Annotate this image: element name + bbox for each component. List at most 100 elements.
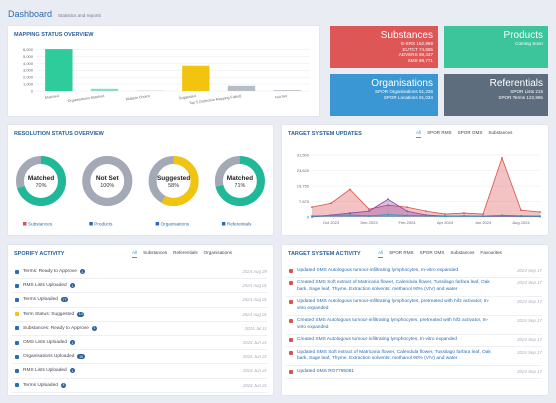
point: [482, 213, 484, 215]
x-tick-label: Apr 2024: [437, 220, 454, 225]
page-subtitle: Statistics and reports: [58, 13, 101, 18]
donut-value: 58%: [168, 183, 179, 189]
activity-date: 2024 Jun 21: [242, 368, 267, 374]
activity-row: Organisations Uploaded 19 2024 Jun 21: [12, 350, 267, 365]
point: [349, 214, 351, 216]
y-tick-label: 5,000: [23, 54, 34, 59]
point: [539, 211, 541, 213]
tab[interactable]: All: [416, 130, 422, 138]
donut-value: 71%: [234, 183, 245, 189]
donut-value: 100%: [100, 183, 114, 189]
x-tick-label: Matched: [45, 94, 59, 100]
tab[interactable]: Substances: [488, 130, 513, 135]
icon: [289, 300, 293, 305]
y-tick-label: 0: [31, 89, 34, 94]
point: [501, 214, 503, 217]
icon: [289, 350, 293, 355]
tab[interactable]: SPOR OMS: [457, 130, 483, 135]
point: [368, 210, 370, 212]
bar: [182, 65, 210, 91]
point: [520, 214, 522, 217]
tab[interactable]: Favourites: [480, 250, 502, 255]
x-tick-label: Multiple Choice: [125, 94, 150, 101]
activity-text: RMS Lists Uploaded: [23, 283, 67, 289]
donut-arc: [82, 156, 133, 206]
activity-date: 2024 Sep 17: [517, 318, 542, 324]
page-title: Dashboard: [8, 9, 53, 19]
count-badge: 1: [69, 283, 75, 289]
point: [463, 214, 465, 217]
tile: Substances G-SRS 152,969 EUTCT 74,665 ADVER…: [330, 26, 438, 68]
donut-arc: [16, 156, 66, 206]
activity-row: Terms: Ready to Approve 1 2024 Aug 29: [12, 265, 267, 280]
point: [444, 215, 446, 218]
x-tick-label: Jun 2024: [475, 220, 492, 225]
y-tick-label: 1,000: [23, 82, 34, 87]
tab[interactable]: All: [378, 250, 384, 258]
x-tick-label: Dec 2023: [360, 220, 378, 225]
activity-text: Terms Uploaded: [23, 297, 58, 303]
category-label: Referentials: [227, 222, 252, 227]
count-badge: 1: [69, 368, 75, 374]
x-tick-label: Organisations Matched: [67, 94, 104, 103]
icon: [289, 268, 293, 273]
point: [463, 212, 465, 214]
icon: [289, 369, 293, 374]
activity-date: 2024 Aug 01: [242, 283, 267, 289]
resolution-panel: RESOLUTION STATUS OVERVIEW Matched 70% Sub…: [8, 125, 273, 235]
bar: [227, 85, 256, 91]
tile: Products Coming Soon: [444, 26, 548, 68]
activity-row: Updated SMS Autologous tumour-infiltrati…: [286, 265, 542, 278]
tile-title: Substances: [380, 30, 433, 41]
activity-row: Terms Uploaded 4 2024 Jun 21: [12, 379, 267, 393]
icon: [15, 312, 19, 317]
tile: Organisations SPOR Organisations 51,236 SP…: [330, 74, 438, 116]
activity-text: Terms: Ready to Approve: [23, 269, 77, 275]
point: [539, 215, 541, 217]
tab[interactable]: SPOR RMS: [389, 250, 414, 255]
point: [330, 202, 332, 205]
icon: [15, 383, 19, 388]
activity-text: OMS Lists Uploaded: [23, 340, 67, 346]
point: [349, 212, 351, 214]
panel-title: TARGET SYSTEM ACTIVITY: [288, 251, 361, 257]
activity-text: Substances: Ready to Approve: [23, 325, 89, 331]
tile-title: Products: [503, 30, 543, 41]
count-badge: 4: [60, 382, 67, 388]
activity-text: Updated SMS Soft extract of Matricaria f…: [297, 349, 491, 362]
point: [501, 157, 503, 159]
tab[interactable]: Referentials: [173, 250, 198, 255]
donut-status: Suggested: [157, 175, 190, 182]
activity-date: 2024 Sep 17: [517, 349, 542, 355]
activity-text: Updated SMS Autologous tumour-infiltrati…: [297, 299, 490, 311]
tab[interactable]: Substances: [450, 250, 475, 255]
mapping-panel: MAPPING STATUS OVERVIEW 0 1,000 2,000 3,000…: [8, 26, 319, 116]
tab[interactable]: Substances: [143, 250, 168, 255]
tile-line: SPOR Lists 215: [510, 89, 543, 94]
activity-text: Created SMS Soft extract of Matricaria f…: [297, 280, 490, 292]
activity-date: 2024 Sep 17: [517, 299, 542, 305]
activity-row: Term Status: Suggested 14 2024 Aug 01: [12, 308, 267, 322]
updates-panel: TARGET SYSTEM UPDATES All SPOR RMS SPOR OM…: [282, 125, 548, 235]
point: [425, 210, 427, 212]
tab[interactable]: SPOR RMS: [427, 130, 452, 135]
donut-arc: [148, 156, 199, 206]
point: [520, 209, 522, 212]
activity-row: OMS Lists Uploaded 1 2024 Jun 21: [12, 336, 267, 351]
tab[interactable]: SPOR OMS: [419, 250, 445, 255]
icon: [289, 338, 293, 343]
activity-row: Updated SMS Autologous tumour-infiltrati…: [286, 297, 542, 316]
category-label: Organisations: [161, 222, 190, 227]
tile-line: ADVERS 69,437: [398, 52, 433, 58]
category-icon: [155, 222, 160, 226]
activity-panel: TARGET SYSTEM ACTIVITY All SPOR RMS SPOR O…: [282, 245, 548, 395]
tab[interactable]: Organisations: [203, 250, 232, 255]
y-tick-label: 15,750: [297, 184, 310, 189]
category-icon: [89, 222, 93, 226]
activity-row: Created SMS Autologous tumour-infiltrati…: [286, 335, 542, 348]
bar-chart: 0 1,000 2,000 3,000 4,000 5,000 6,000 Matched Or…: [23, 47, 310, 105]
point: [349, 188, 351, 191]
count-badge: 1: [79, 269, 86, 275]
tab[interactable]: All: [132, 250, 138, 258]
